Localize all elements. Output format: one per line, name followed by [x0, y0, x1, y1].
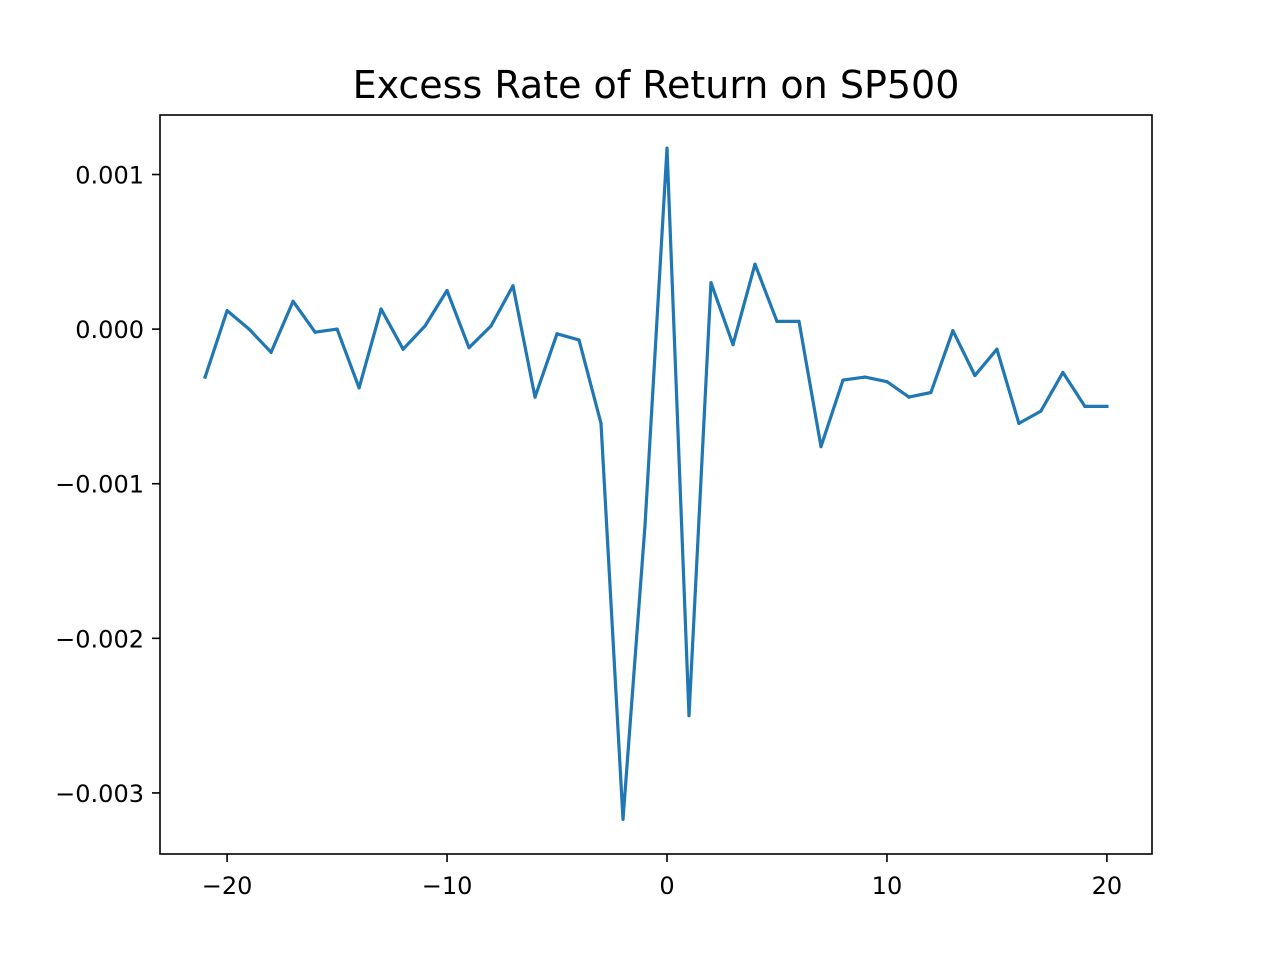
data-point [1061, 370, 1065, 375]
data-point [225, 308, 229, 313]
x-axis: −20 −10 0 10 20 [202, 854, 1122, 900]
data-point [533, 395, 537, 399]
data-point [951, 329, 955, 333]
x-tick-label: 0 [659, 872, 674, 900]
data-point [907, 395, 911, 399]
x-tick-label: −20 [202, 872, 253, 900]
chart-title: Excess Rate of Return on SP500 [353, 63, 960, 107]
y-tick-label: −0.001 [55, 471, 144, 499]
data-point [599, 421, 603, 426]
data-point [1039, 409, 1043, 413]
series-group [203, 146, 1109, 821]
x-tick-label: 10 [872, 872, 903, 900]
x-tick-label: −10 [422, 872, 473, 900]
y-tick-label: 0.000 [75, 316, 144, 344]
data-point [643, 523, 647, 528]
data-point [423, 324, 427, 328]
data-point [247, 327, 251, 331]
data-point [819, 445, 823, 449]
data-point [357, 386, 361, 390]
data-point [335, 327, 339, 331]
data-point [841, 378, 845, 382]
data-point [269, 350, 273, 354]
y-tick-label: 0.001 [75, 162, 144, 190]
data-point [203, 375, 207, 379]
data-point [885, 380, 889, 384]
plot-area-frame [159, 114, 1153, 855]
data-point [621, 817, 625, 821]
data-point [753, 262, 757, 266]
data-point [995, 347, 999, 351]
data-point [863, 375, 867, 379]
data-point [445, 288, 449, 293]
data-point [1083, 404, 1087, 409]
data-point [973, 373, 977, 378]
data-point [1105, 404, 1109, 409]
data-point [577, 338, 581, 342]
data-point [291, 299, 295, 303]
x-tick-label: 20 [1092, 872, 1123, 900]
data-point [665, 146, 669, 150]
data-point [1017, 421, 1021, 426]
data-point [775, 319, 779, 323]
data-point [555, 332, 559, 336]
y-axis: 0.001 0.000 −0.001 −0.002 −0.003 [55, 162, 160, 808]
y-tick-label: −0.002 [55, 625, 144, 653]
data-point [929, 390, 933, 395]
data-point [401, 347, 405, 351]
data-point [797, 319, 801, 323]
y-tick-label: −0.003 [55, 780, 144, 808]
data-point [687, 714, 691, 718]
data-point [379, 307, 383, 311]
data-point [511, 284, 515, 288]
data-point [313, 330, 317, 334]
series-line [203, 146, 1109, 821]
data-point [489, 324, 493, 328]
data-point [709, 281, 713, 285]
data-point [731, 342, 735, 347]
data-point [467, 346, 471, 350]
